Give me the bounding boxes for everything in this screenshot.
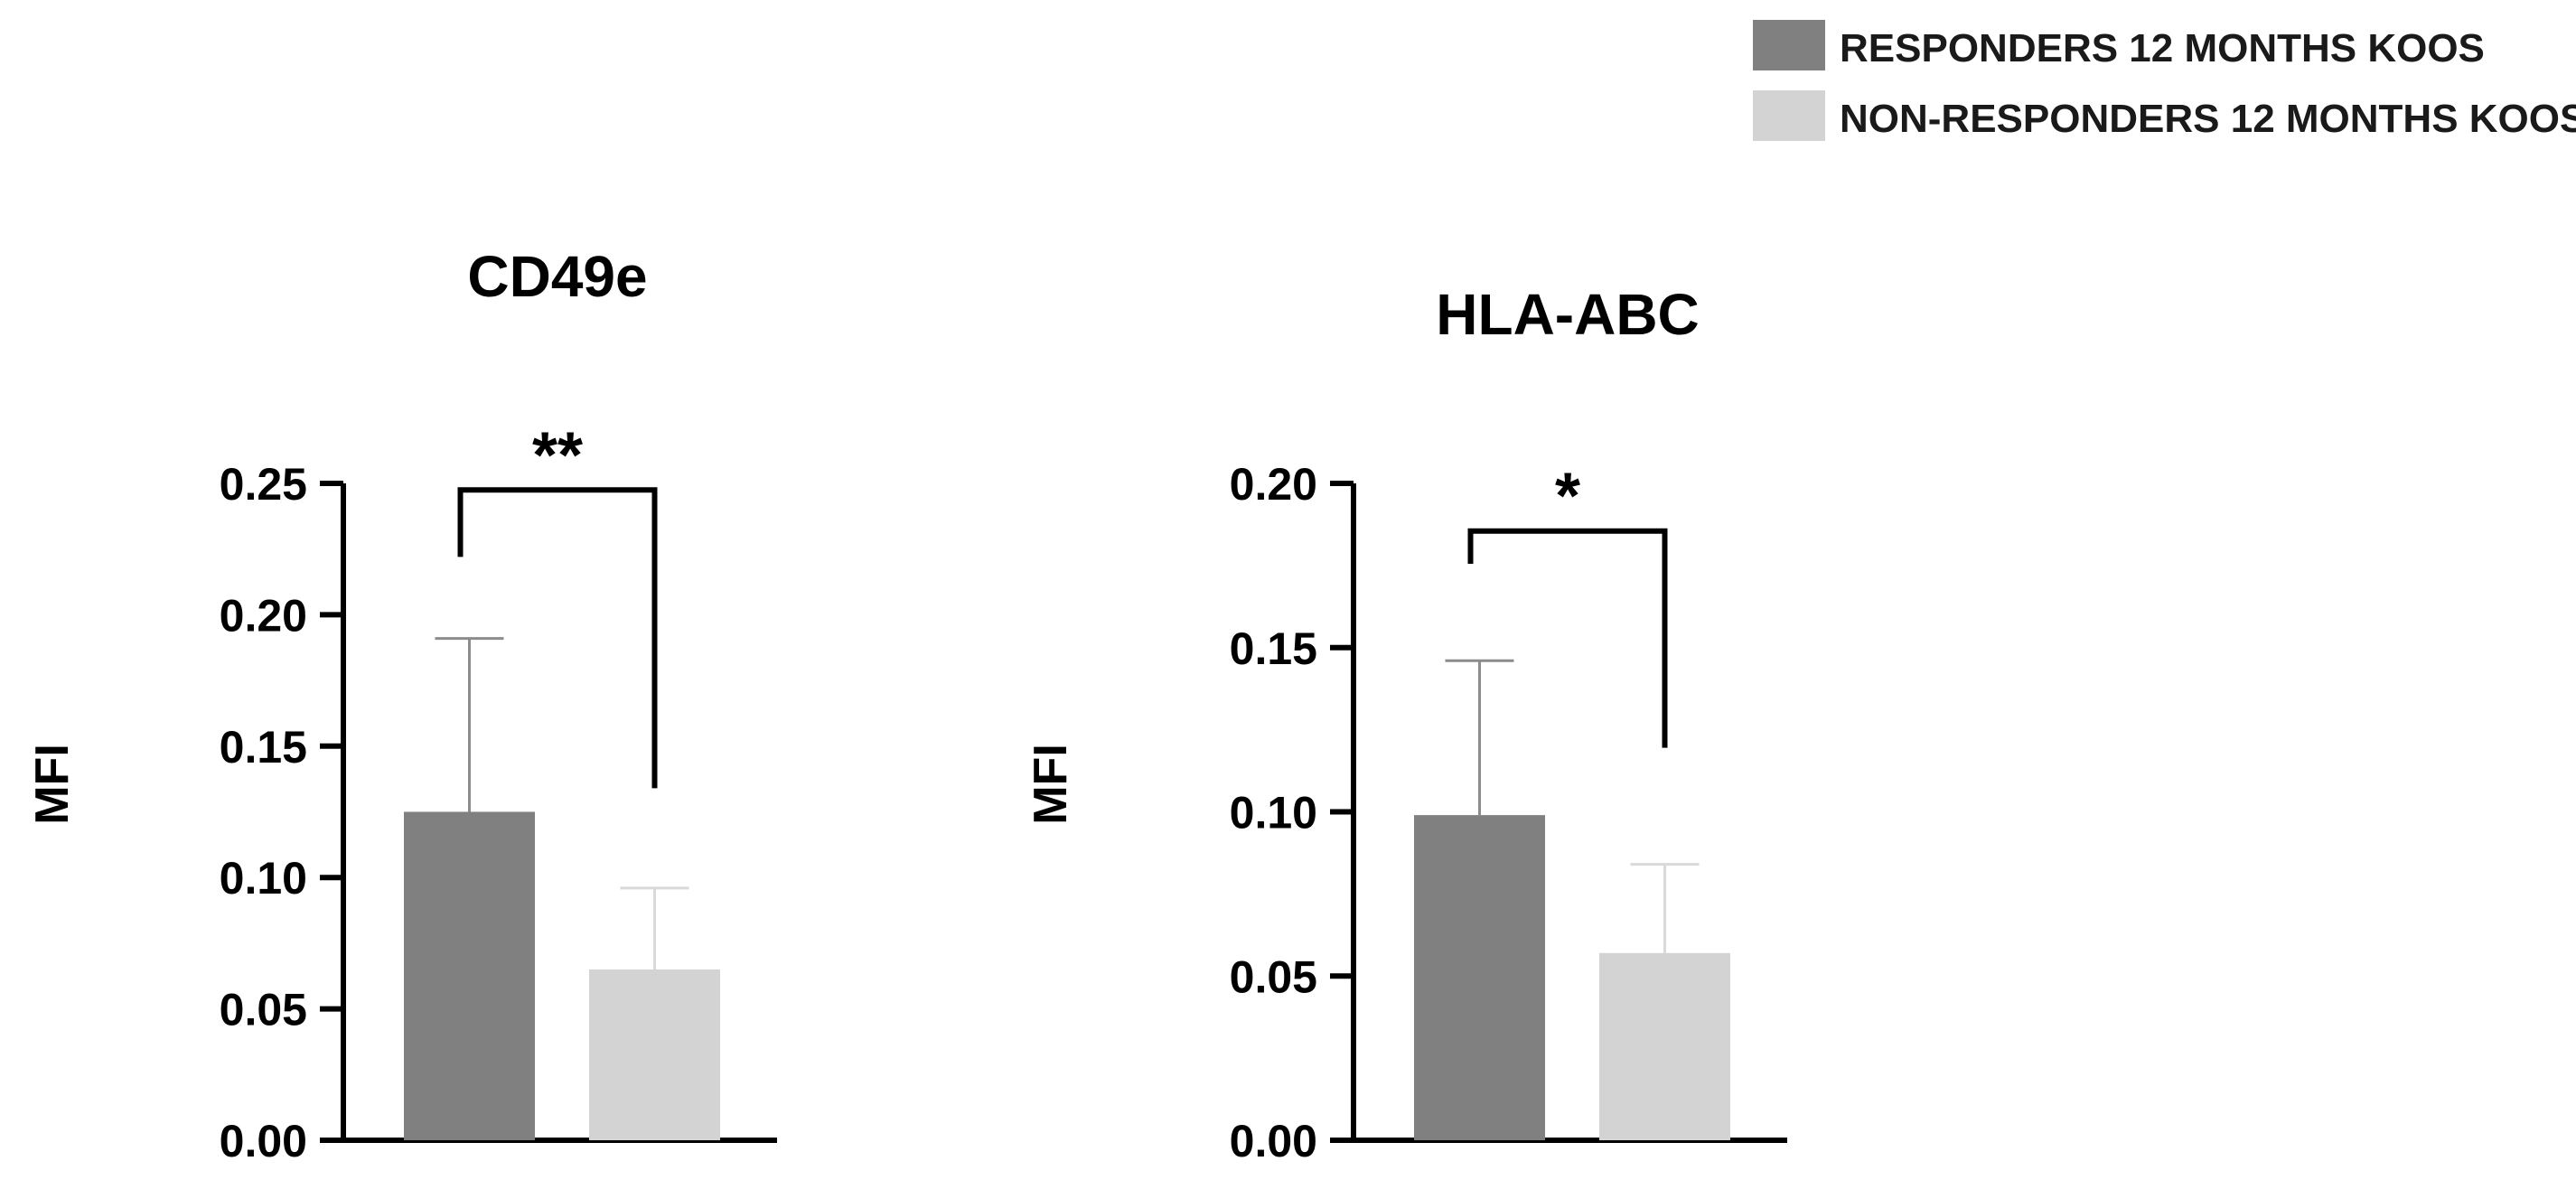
y-tick-label: 0.20 — [220, 590, 307, 641]
significance-bracket-line — [457, 487, 658, 789]
error-bars — [435, 637, 689, 969]
significance-marker: ** — [532, 419, 583, 492]
legend-label-non-responders: NON-RESPONDERS 12 MONTHS KOOS — [1840, 97, 2576, 141]
bar-non-responders — [1599, 952, 1730, 1140]
bar-responders — [404, 811, 535, 1140]
bar-non-responders — [589, 969, 720, 1140]
y-tick-label: 0.00 — [1230, 1116, 1317, 1166]
y-axis-label: MFI — [26, 744, 79, 825]
y-axis-ticks: 0.00 0.05 0.10 0.15 0.20 — [1230, 459, 1354, 1166]
y-tick-label: 0.15 — [1230, 623, 1317, 674]
legend-swatch-non-responders — [1753, 90, 1825, 141]
y-tick-label: 0.00 — [220, 1116, 307, 1166]
y-tick-label: 0.10 — [220, 853, 307, 904]
significance-marker: * — [1555, 461, 1580, 533]
bar-responders — [1414, 815, 1545, 1140]
legend-swatch-responders — [1753, 20, 1825, 70]
y-tick-label: 0.25 — [220, 459, 307, 510]
legend: RESPONDERS 12 MONTHS KOOS NON-RESPONDERS… — [1753, 20, 2576, 141]
y-tick-label: 0.05 — [220, 985, 307, 1035]
y-axis-label: MFI — [1025, 744, 1077, 825]
chart-title: HLA-ABC — [1436, 282, 1700, 347]
y-tick-label: 0.20 — [1230, 459, 1317, 510]
chart-title: CD49e — [467, 244, 647, 309]
significance-bracket-line — [1467, 528, 1668, 748]
chart-hla-abc: HLA-ABC MFI 0.00 0.05 0.10 0.15 0.20 * — [1025, 282, 1787, 1166]
y-tick-label: 0.10 — [1230, 788, 1317, 838]
y-tick-label: 0.05 — [1230, 951, 1317, 1002]
significance-bracket: ** — [457, 419, 658, 789]
error-bars — [1445, 659, 1700, 953]
y-tick-label: 0.15 — [220, 722, 307, 773]
significance-bracket: * — [1467, 461, 1668, 748]
bars — [404, 811, 720, 1140]
chart-cd49e: CD49e MFI 0.00 0.05 0.10 0.15 0.20 0.25 ** — [26, 244, 777, 1166]
legend-label-responders: RESPONDERS 12 MONTHS KOOS — [1840, 26, 2485, 70]
y-axis-ticks: 0.00 0.05 0.10 0.15 0.20 0.25 — [220, 459, 343, 1166]
bars — [1414, 815, 1730, 1140]
